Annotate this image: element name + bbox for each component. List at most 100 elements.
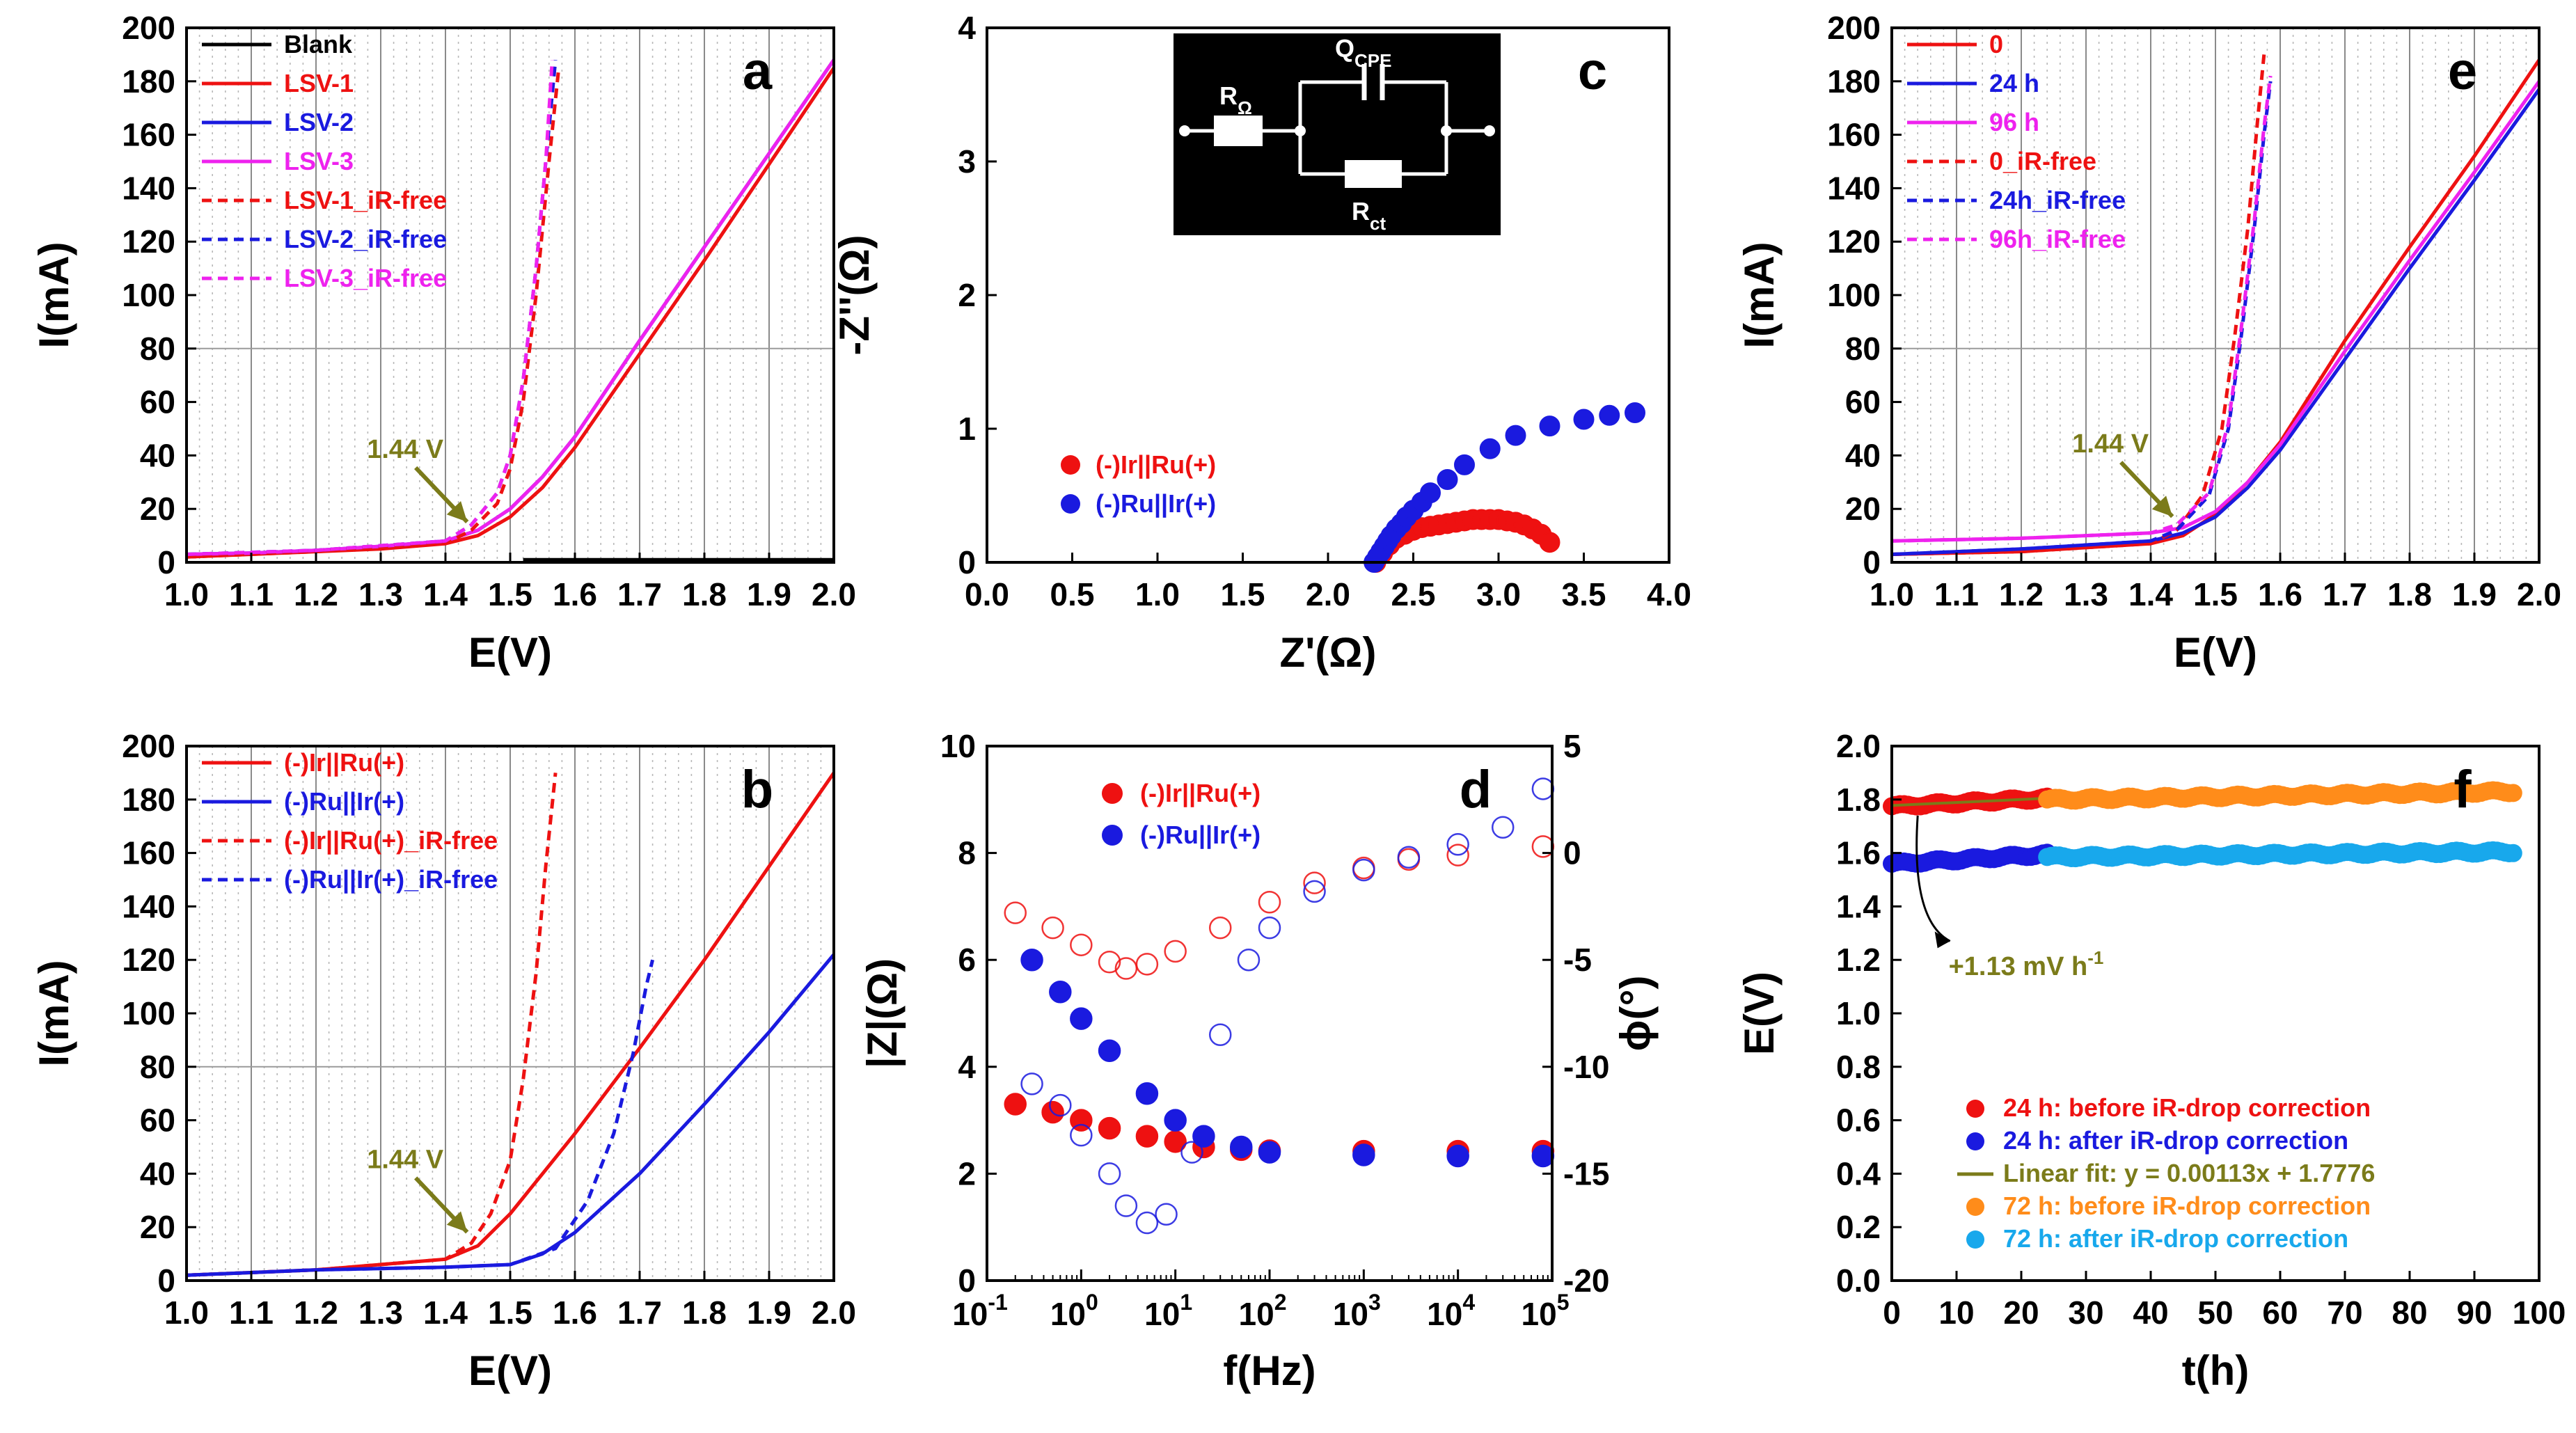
panel-label: b	[741, 760, 773, 819]
y-axis-label: I(mA)	[1736, 242, 1783, 348]
legend-label: LSV-1_iR-free	[284, 186, 447, 214]
y-tick-label: 40	[1845, 437, 1881, 473]
x-tick-label: 2.0	[1306, 576, 1350, 612]
series-line	[186, 68, 561, 559]
y2-tick-label: -10	[1563, 1049, 1609, 1085]
x-tick-exponent: 0	[1086, 1290, 1098, 1315]
x-tick-label: 2.0	[812, 576, 856, 612]
x-tick-label: 1.2	[1999, 576, 2044, 612]
y-tick-label: 1.8	[1836, 782, 1881, 818]
label-r-ohm-main: R	[1219, 81, 1238, 110]
y-tick-label: 0	[958, 544, 976, 580]
y-tick-label: 200	[122, 10, 175, 46]
series-line	[1891, 54, 2266, 556]
x-tick-label: 60	[2262, 1295, 2298, 1331]
y-tick-label: 60	[140, 384, 175, 420]
legend-label: LSV-3_iR-free	[284, 264, 447, 292]
data-point	[1135, 1082, 1159, 1105]
x-tick-label: 1.4	[2128, 576, 2173, 612]
data-point	[1397, 848, 1421, 871]
legend-label: 0	[1989, 30, 2003, 58]
x-tick-label: 1.2	[294, 576, 338, 612]
legend-marker	[1061, 494, 1080, 514]
y-tick-label: 0	[958, 1262, 976, 1299]
x-tick-label: 2.5	[1391, 576, 1436, 612]
legend-label: (-)Ru||Ir(+)_iR-free	[284, 865, 498, 894]
data-point	[1420, 482, 1441, 504]
y-tick-label: 0.4	[1836, 1155, 1881, 1191]
data-point	[1020, 948, 1043, 972]
data-point	[1098, 1162, 1121, 1185]
data-point	[1192, 1125, 1215, 1148]
y-tick-label: 100	[122, 995, 175, 1031]
data-point	[1258, 891, 1281, 914]
y-tick-label: 0.6	[1836, 1102, 1881, 1139]
x-tick-label: 90	[2456, 1295, 2492, 1331]
x-tick-label: 80	[2392, 1295, 2427, 1331]
x-tick-base: 10	[1427, 1296, 1462, 1332]
data-point	[1446, 844, 1469, 866]
x-tick-label: 1.5	[488, 576, 532, 612]
x-tick-label: 0.0	[965, 576, 1009, 612]
data-point	[1505, 425, 1526, 446]
series-line	[186, 773, 558, 1277]
data-point	[1070, 1007, 1093, 1030]
y2-tick-label: -15	[1563, 1155, 1609, 1191]
annotation-superscript: -1	[2087, 947, 2103, 968]
label-r-ct-sub: ct	[1370, 213, 1386, 234]
data-point	[2504, 784, 2522, 802]
y-tick-label: 1.4	[1836, 888, 1881, 924]
data-point	[1446, 1144, 1469, 1168]
data-point	[1135, 953, 1159, 976]
y-tick-label: 2	[958, 1155, 976, 1191]
y-tick-label: 1	[958, 411, 976, 447]
label-r-ct: Rct	[1352, 197, 1386, 234]
x-axis-label: E(V)	[468, 1347, 552, 1394]
legend-label: 72 h: before iR-drop correction	[2003, 1191, 2371, 1220]
data-point	[1070, 933, 1093, 956]
y-tick-label: 100	[1827, 277, 1881, 313]
x-tick-label: 30	[2068, 1295, 2103, 1331]
data-point	[1041, 916, 1064, 940]
x-tick-label: 1.5	[1221, 576, 1265, 612]
series-line	[1891, 75, 2273, 543]
x-tick-label: 1.5	[488, 1295, 532, 1331]
x-axis-label: t(h)	[2182, 1347, 2250, 1394]
series-line	[186, 59, 554, 556]
data-point	[1479, 438, 1501, 459]
y-tick-label: 2.0	[1836, 728, 1881, 764]
legend-label: (-)Ru||Ir(+)	[284, 787, 404, 816]
x-tick-label: 10	[1938, 1295, 1974, 1331]
y-axis-label: |Z|(Ω)	[859, 958, 906, 1068]
data-point	[1208, 916, 1232, 940]
y-tick-label: 0.2	[1836, 1209, 1881, 1245]
data-point	[1208, 1023, 1232, 1046]
legend-label: LSV-1	[284, 69, 354, 97]
annotation-arrow-curve	[1915, 815, 1951, 942]
legend-label: 24h_iR-free	[1989, 186, 2126, 214]
y-tick-label: 8	[958, 835, 976, 871]
x-tick-label: 1.0	[164, 1295, 209, 1331]
legend-marker	[1061, 455, 1080, 475]
legend-marker	[1966, 1132, 1984, 1150]
y-tick-label: 4	[958, 10, 976, 46]
data-point	[1352, 856, 1375, 880]
legend-label: 96h_iR-free	[1989, 225, 2126, 253]
fit-line	[1891, 796, 2048, 807]
data-point	[1135, 1125, 1159, 1148]
series-line	[186, 959, 655, 1277]
y-tick-label: 180	[1827, 63, 1881, 100]
x-tick-label: 1.6	[2258, 576, 2302, 612]
data-point	[1164, 940, 1187, 963]
y-tick-label: 0.8	[1836, 1049, 1881, 1085]
data-point	[1491, 816, 1515, 839]
panel-a: 0 20 40 60 80 100 120 140 160 180 200 1.0 1.1 1.2 1.3 1…	[31, 10, 856, 676]
data-point	[1437, 468, 1458, 490]
x-tick-label: 2.0	[812, 1295, 856, 1331]
resistor-r-ohm	[1214, 116, 1263, 146]
data-point	[1164, 1109, 1187, 1132]
label-r-ohm-sub: Ω	[1238, 97, 1252, 118]
data-point	[1049, 1093, 1072, 1117]
x-tick-label: 3.5	[1562, 576, 1606, 612]
